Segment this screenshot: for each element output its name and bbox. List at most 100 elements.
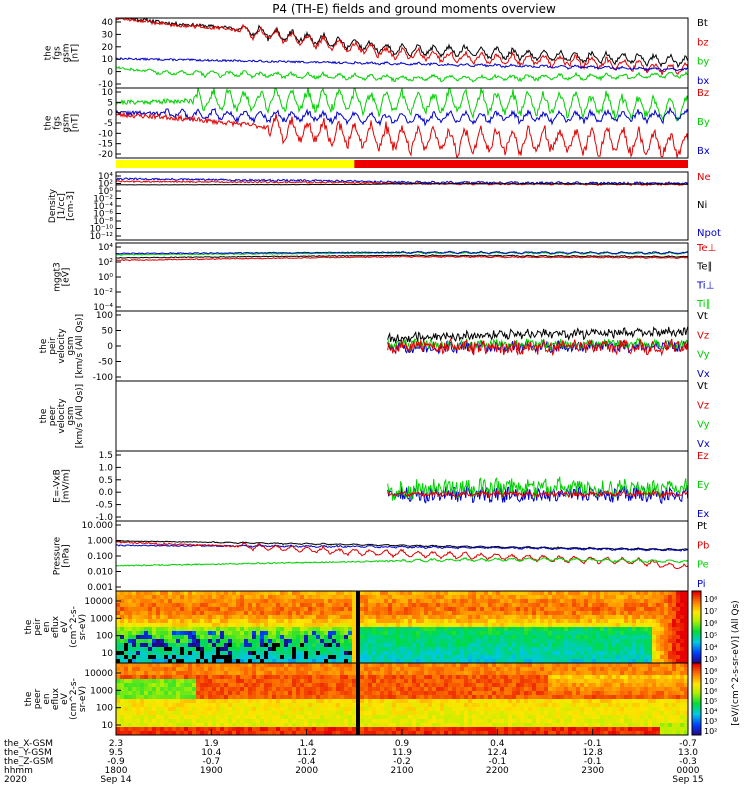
spec-cell	[600, 595, 604, 599]
spec-cell	[124, 659, 128, 663]
spec-cell	[472, 623, 476, 627]
spec-cell	[608, 727, 612, 731]
spec-cell	[640, 675, 644, 679]
spec-cell	[588, 591, 592, 595]
spec-cell	[232, 727, 236, 731]
spec-cell	[316, 603, 320, 607]
spec-cell	[608, 659, 612, 663]
spec-cell	[532, 687, 536, 691]
spec-cell	[512, 607, 516, 611]
spec-cell	[200, 719, 204, 723]
spec-cell	[172, 675, 176, 679]
spec-cell	[124, 611, 128, 615]
spec-cell	[384, 611, 388, 615]
spec-cell	[544, 619, 548, 623]
spec-cell	[564, 683, 568, 687]
spec-cell	[156, 603, 160, 607]
spec-cell	[652, 691, 656, 695]
spec-cell	[224, 607, 228, 611]
spec-cell	[156, 623, 160, 627]
spec-cell	[116, 639, 120, 643]
spec-cell	[672, 643, 676, 647]
spec-cell	[148, 623, 152, 627]
spec-cell	[492, 691, 496, 695]
spec-cell	[292, 703, 296, 707]
spec-cell	[136, 707, 140, 711]
spec-cell	[588, 639, 592, 643]
spec-cell	[316, 643, 320, 647]
spec-cell	[224, 707, 228, 711]
spec-cell	[384, 731, 388, 735]
spec-cell	[268, 671, 272, 675]
spec-cell	[632, 607, 636, 611]
spec-cell	[380, 595, 384, 599]
spec-cell	[244, 639, 248, 643]
spec-cell	[596, 671, 600, 675]
spec-cell	[644, 719, 648, 723]
spec-cell	[260, 711, 264, 715]
spec-cell	[232, 599, 236, 603]
spec-cell	[560, 687, 564, 691]
spec-cell	[308, 615, 312, 619]
spec-cell	[228, 615, 232, 619]
spec-cell	[616, 615, 620, 619]
spec-cell	[296, 695, 300, 699]
spec-cell	[352, 667, 356, 671]
spec-cell	[364, 615, 368, 619]
spec-cell	[612, 715, 616, 719]
spec-cell	[656, 591, 660, 595]
spec-cell	[168, 723, 172, 727]
spec-cell	[164, 699, 168, 703]
spec-cell	[536, 647, 540, 651]
spec-cell	[392, 619, 396, 623]
spec-cell	[664, 591, 668, 595]
spec-cell	[180, 651, 184, 655]
spec-cell	[148, 615, 152, 619]
spec-cell	[224, 623, 228, 627]
spec-cell	[632, 603, 636, 607]
spec-cell	[620, 607, 624, 611]
spec-cell	[576, 611, 580, 615]
spec-cell	[644, 595, 648, 599]
spec-cell	[580, 639, 584, 643]
spec-cell	[412, 663, 416, 667]
spec-cell	[408, 643, 412, 647]
spec-cell	[468, 679, 472, 683]
spec-cell	[564, 687, 568, 691]
spec-cell	[372, 711, 376, 715]
spec-cell	[376, 639, 380, 643]
spec-cell	[640, 591, 644, 595]
spec-cell	[156, 671, 160, 675]
spec-cell	[128, 659, 132, 663]
spec-cell	[240, 719, 244, 723]
spec-cell	[476, 667, 480, 671]
spec-cell	[448, 719, 452, 723]
spec-cell	[324, 723, 328, 727]
spec-cell	[680, 611, 684, 615]
spec-cell	[600, 603, 604, 607]
spec-cell	[212, 603, 216, 607]
spec-cell	[336, 595, 340, 599]
spec-cell	[556, 727, 560, 731]
spec-cell	[428, 619, 432, 623]
spec-cell	[660, 643, 664, 647]
spec-cell	[476, 671, 480, 675]
spec-cell	[640, 619, 644, 623]
spec-cell	[180, 731, 184, 735]
spec-cell	[256, 723, 260, 727]
spec-cell	[632, 711, 636, 715]
spec-cell	[456, 711, 460, 715]
spec-cell	[604, 651, 608, 655]
spec-cell	[672, 655, 676, 659]
spec-cell	[124, 627, 128, 631]
spec-cell	[416, 671, 420, 675]
spec-cell	[380, 667, 384, 671]
spec-cell	[352, 635, 356, 639]
spec-cell	[216, 687, 220, 691]
spec-cell	[448, 615, 452, 619]
spec-cell	[364, 595, 368, 599]
spec-cell	[116, 595, 120, 599]
spec-cell	[644, 607, 648, 611]
spec-cell	[556, 731, 560, 735]
spec-cell	[280, 703, 284, 707]
